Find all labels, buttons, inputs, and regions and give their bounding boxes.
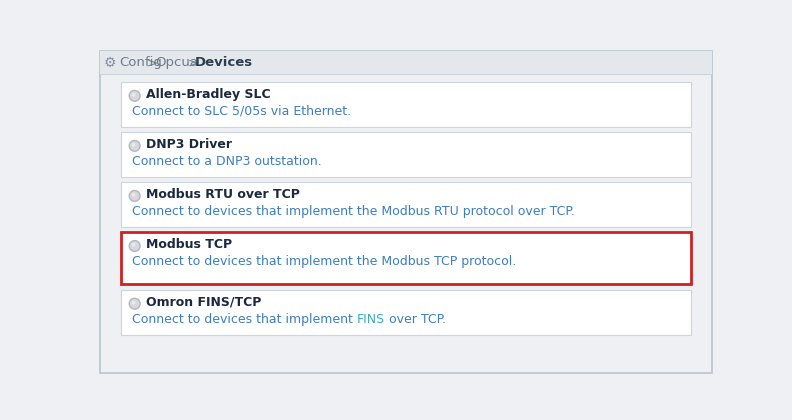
FancyBboxPatch shape <box>120 232 691 284</box>
Text: Connect to SLC 5/05s via Ethernet.: Connect to SLC 5/05s via Ethernet. <box>131 105 351 118</box>
FancyBboxPatch shape <box>100 51 712 373</box>
Text: Connect to devices that implement the Modbus RTU protocol over TCP.: Connect to devices that implement the Mo… <box>131 205 574 218</box>
Text: FINS: FINS <box>356 312 385 326</box>
Text: Connect to a DNP3 outstation.: Connect to a DNP3 outstation. <box>131 155 322 168</box>
Text: ⚙: ⚙ <box>104 56 116 70</box>
FancyBboxPatch shape <box>120 182 691 227</box>
FancyBboxPatch shape <box>100 51 712 74</box>
Text: Omron FINS/TCP: Omron FINS/TCP <box>146 296 261 309</box>
Circle shape <box>129 90 140 101</box>
Text: over TCP.: over TCP. <box>385 312 446 326</box>
Circle shape <box>129 191 140 201</box>
FancyBboxPatch shape <box>120 132 691 177</box>
Text: Config: Config <box>119 56 162 69</box>
Circle shape <box>129 140 140 151</box>
Text: Devices: Devices <box>195 56 253 69</box>
Text: Connect to devices that implement: Connect to devices that implement <box>131 312 356 326</box>
FancyBboxPatch shape <box>120 290 691 334</box>
Text: Modbus RTU over TCP: Modbus RTU over TCP <box>146 188 299 201</box>
Text: Modbus TCP: Modbus TCP <box>146 238 231 251</box>
Circle shape <box>129 298 140 309</box>
Text: Allen-Bradley SLC: Allen-Bradley SLC <box>146 88 270 101</box>
Text: DNP3 Driver: DNP3 Driver <box>146 138 231 151</box>
Text: >: > <box>147 56 158 69</box>
Circle shape <box>131 93 135 97</box>
FancyBboxPatch shape <box>120 82 691 126</box>
Text: Connect to devices that implement the Modbus TCP protocol.: Connect to devices that implement the Mo… <box>131 255 516 268</box>
Circle shape <box>129 241 140 251</box>
Circle shape <box>131 143 135 147</box>
Circle shape <box>131 193 135 197</box>
Circle shape <box>131 301 135 304</box>
Text: Opcua: Opcua <box>154 56 198 69</box>
Circle shape <box>131 243 135 247</box>
Text: >: > <box>188 56 199 69</box>
